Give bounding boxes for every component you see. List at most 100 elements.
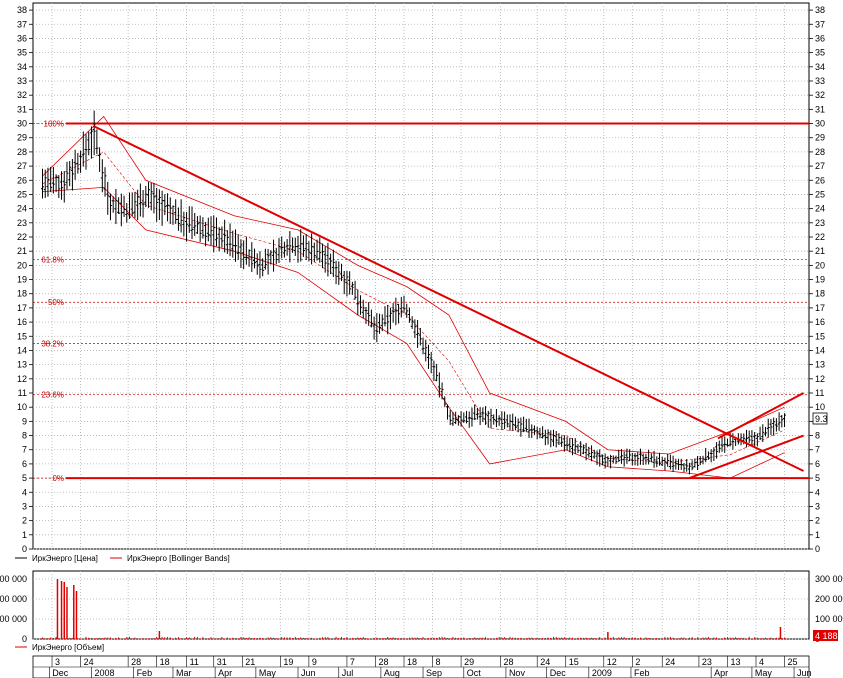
bollinger-middle (42, 151, 785, 463)
y-tick-label-right: 38 (815, 5, 825, 15)
volume-grid (33, 571, 809, 640)
trend-lines (93, 125, 805, 480)
volume-panel (32, 570, 810, 640)
y-tick-label-left: 22 (17, 232, 27, 242)
month-label: Feb (137, 668, 153, 678)
month-label: 2008 (94, 668, 114, 678)
y-tick-label-left: 8 (22, 431, 27, 441)
price-axis: 0011223344556677889910101111121213131414… (17, 5, 825, 554)
date-tick-label: 4 (759, 657, 764, 667)
month-label: Mar (176, 668, 192, 678)
date-tick-label: 23 (702, 657, 712, 667)
y-tick-label-left: 5 (22, 473, 27, 483)
trend-line (689, 434, 804, 480)
y-tick-label-left: 31 (17, 104, 27, 114)
y-tick-label-right: 14 (815, 345, 825, 355)
date-tick-label: 28 (131, 657, 141, 667)
date-tick-label: 11 (190, 657, 199, 667)
y-tick-label-right: 1 (815, 530, 820, 540)
fib-label: 0% (52, 474, 64, 483)
month-label: Jul (342, 668, 354, 678)
y-tick-label-right: 21 (815, 246, 825, 256)
y-tick-label-right: 10 (815, 402, 825, 412)
y-tick-label-left: 30 (17, 119, 27, 129)
volume-tick-label-right: 100 000 (815, 614, 843, 624)
date-tick-label: 9 (312, 657, 317, 667)
date-tick-label: 28 (504, 657, 514, 667)
y-tick-label-right: 33 (815, 76, 825, 86)
bollinger-upper (42, 115, 785, 455)
date-tick-label: 19 (283, 657, 293, 667)
last-volume-value: 4 188 (815, 631, 838, 641)
fib-label: 23.6% (41, 390, 64, 399)
y-tick-label-right: 4 (815, 487, 820, 497)
y-tick-label-left: 15 (17, 331, 27, 341)
y-tick-label-left: 36 (17, 33, 27, 43)
month-label: Apr (714, 668, 728, 678)
date-tick-label: 13 (730, 657, 740, 667)
y-tick-label-left: 7 (22, 445, 27, 455)
y-tick-label-left: 6 (22, 459, 27, 469)
date-tick-label: 15 (569, 657, 579, 667)
y-tick-label-right: 23 (815, 218, 825, 228)
volume-tick-label-left: 200 000 (0, 594, 27, 604)
y-tick-label-left: 4 (22, 487, 27, 497)
y-tick-label-left: 24 (17, 204, 27, 214)
price-panel (32, 2, 810, 550)
date-tick-label: 3 (55, 657, 60, 667)
y-tick-label-right: 19 (815, 275, 825, 285)
y-tick-label-left: 17 (17, 303, 27, 313)
y-tick-label-right: 11 (815, 388, 824, 398)
y-tick-label-left: 14 (17, 345, 27, 355)
month-label: Aug (384, 668, 400, 678)
volume-tick-label-right: 300 000 (815, 574, 843, 584)
volume-tick-label-right: 200 000 (815, 594, 843, 604)
y-tick-label-right: 18 (815, 289, 825, 299)
legend-volume-label: ИркЭнерго [Объем] (32, 643, 104, 652)
y-tick-label-right: 29 (815, 133, 825, 143)
y-tick-label-left: 38 (17, 5, 27, 15)
date-tick-label: 24 (540, 657, 550, 667)
date-tick-label: 18 (407, 657, 417, 667)
legend-price-label: ИркЭнерго [Цена] (32, 554, 98, 563)
last-price-value: 9.3 (815, 414, 828, 424)
date-tick-label: 24 (665, 657, 675, 667)
y-tick-label-right: 37 (815, 19, 825, 29)
date-tick-label: 28 (378, 657, 388, 667)
y-tick-label-right: 35 (815, 48, 825, 58)
y-tick-label-right: 32 (815, 90, 825, 100)
month-label: Dec (550, 668, 567, 678)
y-tick-label-left: 19 (17, 275, 27, 285)
volume-bars (42, 579, 786, 639)
last-price-badge (812, 412, 828, 425)
volume-tick-label-left: 0 (22, 634, 27, 644)
y-tick-label-left: 28 (17, 147, 27, 157)
y-tick-label-left: 2 (22, 516, 27, 526)
y-tick-label-left: 32 (17, 90, 27, 100)
y-tick-label-right: 8 (815, 431, 820, 441)
y-tick-label-left: 16 (17, 317, 27, 327)
trend-line (93, 125, 805, 472)
y-tick-label-left: 3 (22, 501, 27, 511)
fib-label: 38.2% (41, 339, 64, 348)
fib-label: 50% (48, 298, 64, 307)
y-tick-label-left: 1 (22, 530, 27, 540)
date-tick-label: 21 (245, 657, 255, 667)
y-tick-label-left: 0 (22, 544, 27, 554)
y-tick-label-left: 35 (17, 48, 27, 58)
y-tick-label-left: 20 (17, 260, 27, 270)
y-tick-label-left: 33 (17, 76, 27, 86)
date-axis: 3 24 28 18 11 31 21 19 9 7 28 18 8 29 28 24 15 12 2 24 23 13 4… (32, 655, 812, 678)
volume-panel-frame (32, 570, 810, 640)
y-tick-label-right: 7 (815, 445, 820, 455)
date-tick-label: 25 (788, 657, 798, 667)
y-tick-label-right: 5 (815, 473, 820, 483)
month-label: Apr (218, 668, 232, 678)
date-tick-label: 29 (464, 657, 474, 667)
y-tick-label-right: 12 (815, 374, 825, 384)
date-tick-label: 7 (350, 657, 355, 667)
y-tick-label-right: 28 (815, 147, 825, 157)
y-tick-label-right: 22 (815, 232, 825, 242)
